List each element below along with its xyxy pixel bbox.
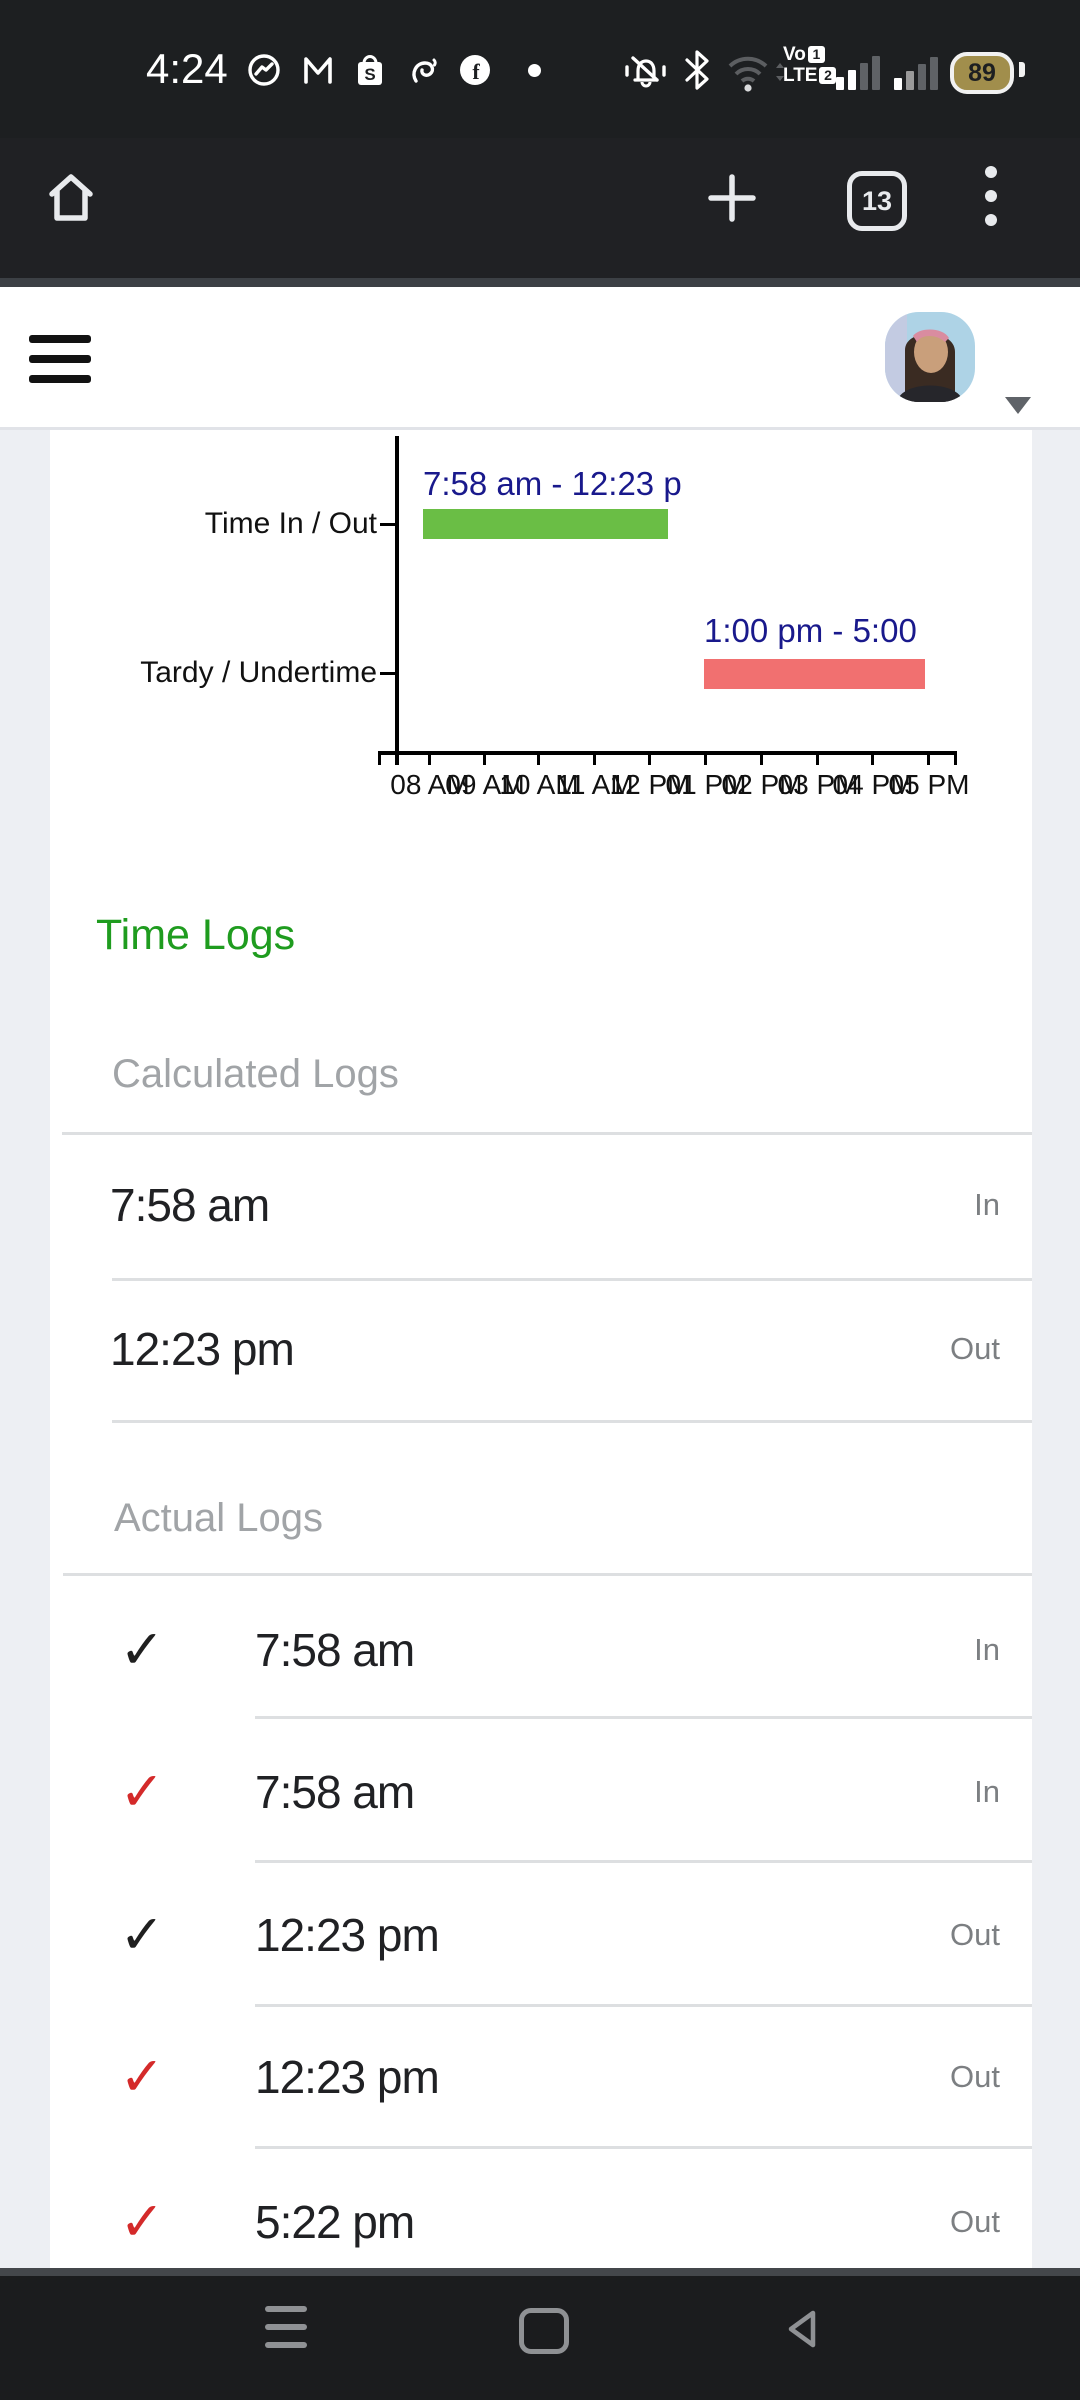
log-time: 7:58 am — [110, 1179, 270, 1231]
x-tick-label: 04 PM — [832, 769, 914, 800]
page-content: Time In / Out Tardy / Undertime 7:58 am … — [0, 430, 1080, 2268]
log-time: 7:58 am — [255, 1624, 415, 1676]
tab-switcher-button[interactable]: 13 — [847, 171, 907, 231]
log-direction: In — [974, 1632, 1000, 1667]
x-tick-label: 05 PM — [888, 769, 970, 800]
check-icon: ✓ — [119, 1762, 165, 1822]
bluetooth-icon — [685, 50, 709, 90]
menu-button[interactable] — [29, 335, 91, 383]
x-tick-label: 11 AM — [556, 769, 634, 800]
battery-indicator: 89 — [950, 52, 1014, 94]
facebook-icon: f — [460, 55, 490, 85]
tab-count: 13 — [861, 186, 893, 216]
shopee-icon: S — [358, 55, 382, 85]
volte-vo: Vo — [783, 44, 806, 65]
section-title-actual: Actual Logs — [114, 1496, 324, 1540]
x-tick-label: 10 AM — [499, 769, 579, 800]
more-notifications-dot — [528, 64, 541, 77]
log-direction: Out — [950, 1331, 1000, 1366]
svg-text:S: S — [364, 65, 375, 84]
chart-y-axis — [395, 436, 399, 765]
bar-value-label: 7:58 am - 12:23 p — [423, 465, 682, 502]
messenger-icon — [248, 54, 280, 86]
check-icon: ✓ — [119, 2192, 165, 2252]
new-tab-button[interactable] — [705, 171, 759, 225]
log-time: 12:23 pm — [255, 2051, 440, 2103]
section-title-calculated: Calculated Logs — [112, 1052, 399, 1096]
chart-category-label: Tardy / Undertime — [140, 656, 377, 689]
profile-dropdown-caret[interactable] — [1005, 397, 1031, 414]
avatar-photo — [885, 312, 975, 402]
swirl-notification-icon — [412, 58, 437, 83]
x-tick-label: 02 PM — [721, 769, 803, 800]
wifi-weak-icon — [728, 56, 784, 92]
gmail-icon — [304, 57, 332, 84]
x-tick-label: 08 AM — [390, 769, 470, 800]
browser-menu-button[interactable] — [985, 166, 997, 230]
android-nav-bar — [0, 2276, 1080, 2400]
volte-lte: LTE — [783, 65, 818, 86]
check-icon: ✓ — [119, 2047, 165, 2107]
log-direction: Out — [950, 1917, 1000, 1952]
toolbar-divider — [0, 278, 1080, 287]
bar-value-label: 1:00 pm - 5:00 — [704, 612, 917, 649]
navbar-top-edge — [0, 2268, 1080, 2276]
android-home-button[interactable] — [519, 2308, 569, 2354]
log-direction: In — [974, 1774, 1000, 1809]
svg-text:f: f — [472, 59, 480, 84]
browser-toolbar: hris.vsu.edu.ph 13 — [0, 138, 1080, 388]
log-direction: Out — [950, 2204, 1000, 2239]
time-in-out-bar — [423, 509, 668, 539]
sim2-badge: 2 — [819, 67, 837, 84]
attendance-card: Time In / Out Tardy / Undertime 7:58 am … — [50, 430, 1032, 2268]
battery-nub — [1019, 62, 1025, 77]
log-direction: Out — [950, 2059, 1000, 2094]
log-time: 12:23 pm — [255, 1909, 440, 1961]
tardy-undertime-bar — [704, 659, 925, 689]
chart-x-axis — [378, 751, 957, 755]
battery-percent: 89 — [968, 59, 996, 87]
sim1-badge: 1 — [807, 46, 825, 63]
back-button[interactable] — [782, 2307, 820, 2351]
log-time: 7:58 am — [255, 1766, 415, 1818]
log-direction: In — [974, 1187, 1000, 1222]
x-tick-label: 09 AM — [445, 769, 525, 800]
x-tick-label: 03 PM — [777, 769, 859, 800]
x-tick-label: 01 PM — [665, 769, 747, 800]
notifications-muted-icon — [625, 56, 666, 88]
check-icon: ✓ — [119, 1905, 165, 1965]
avatar[interactable] — [885, 312, 975, 402]
signal-sim2-icon — [894, 56, 938, 90]
chart-category-label: Time In / Out — [204, 507, 377, 540]
home-button[interactable] — [44, 168, 98, 226]
signal-sim1-icon — [836, 56, 880, 90]
log-time: 12:23 pm — [110, 1323, 295, 1375]
recents-button[interactable] — [265, 2306, 307, 2360]
volte-indicator: Vo 1 LTE 2 — [783, 44, 837, 86]
status-bar: 4:24 S f — [0, 0, 1080, 138]
x-tick-label: 12 PM — [609, 769, 691, 800]
log-time: 5:22 pm — [255, 2196, 415, 2248]
clock: 4:24 — [146, 45, 228, 92]
time-logs-title: Time Logs — [96, 911, 296, 959]
check-icon: ✓ — [119, 1620, 165, 1680]
